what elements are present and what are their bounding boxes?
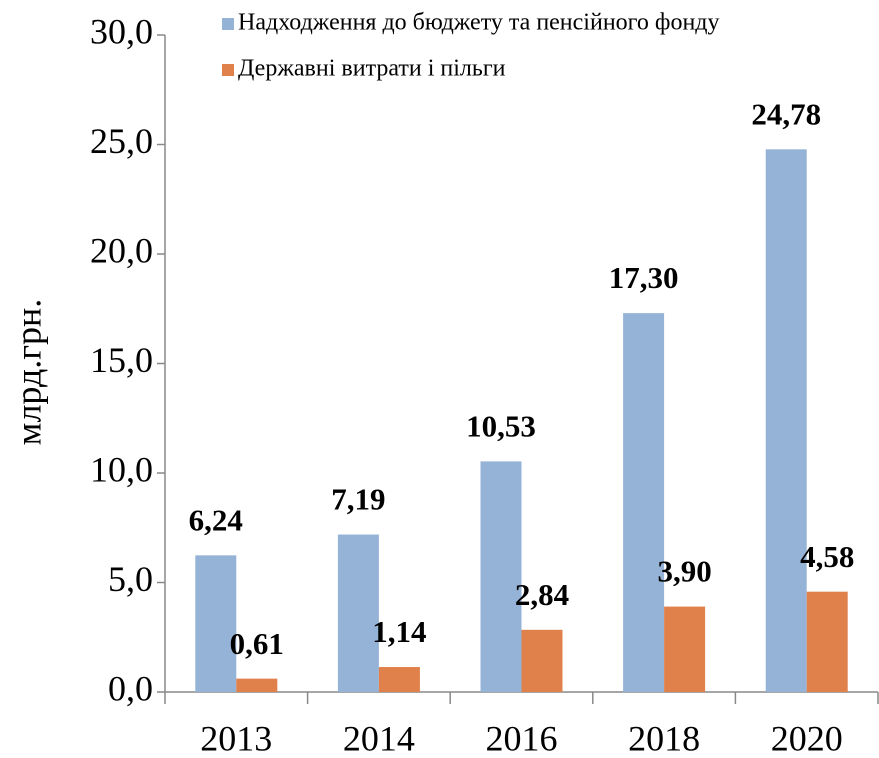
- data-label: 1,14: [372, 614, 426, 649]
- y-axis-label: млрд.грн.: [8, 299, 48, 446]
- y-tick-label: 20,0: [90, 230, 153, 270]
- x-tick-label: 2016: [486, 718, 558, 758]
- legend-swatch: [222, 64, 234, 76]
- legend-label: Державні витрати і пільги: [238, 56, 506, 82]
- bar: [337, 534, 379, 692]
- bar: [806, 591, 848, 692]
- y-tick-label: 5,0: [108, 559, 153, 599]
- data-label: 3,90: [657, 554, 711, 589]
- data-label: 2,84: [515, 577, 569, 612]
- bar: [623, 313, 665, 692]
- data-label: 7,19: [331, 482, 385, 517]
- bar: [664, 606, 706, 692]
- bar: [378, 667, 420, 692]
- x-tick-label: 2013: [200, 718, 272, 758]
- bar: [195, 555, 237, 692]
- x-tick-label: 2018: [628, 718, 700, 758]
- data-label: 4,58: [800, 539, 854, 574]
- data-label: 0,61: [230, 626, 284, 661]
- bar: [521, 629, 563, 692]
- data-label: 24,78: [751, 96, 821, 131]
- x-tick-label: 2020: [771, 718, 843, 758]
- y-tick-label: 10,0: [90, 449, 153, 489]
- data-label: 17,30: [609, 260, 679, 295]
- y-tick-label: 15,0: [90, 340, 153, 380]
- data-label: 10,53: [466, 409, 536, 444]
- legend-label: Надходження до бюджету та пенсійного фон…: [238, 10, 720, 36]
- data-label: 6,24: [189, 502, 243, 537]
- x-tick-label: 2014: [343, 718, 415, 758]
- y-tick-label: 25,0: [90, 121, 153, 161]
- bar: [765, 149, 807, 692]
- legend-swatch: [222, 18, 234, 30]
- bar: [236, 678, 278, 692]
- bar: [480, 461, 522, 692]
- y-tick-label: 30,0: [90, 11, 153, 51]
- y-tick-label: 0,0: [108, 668, 153, 708]
